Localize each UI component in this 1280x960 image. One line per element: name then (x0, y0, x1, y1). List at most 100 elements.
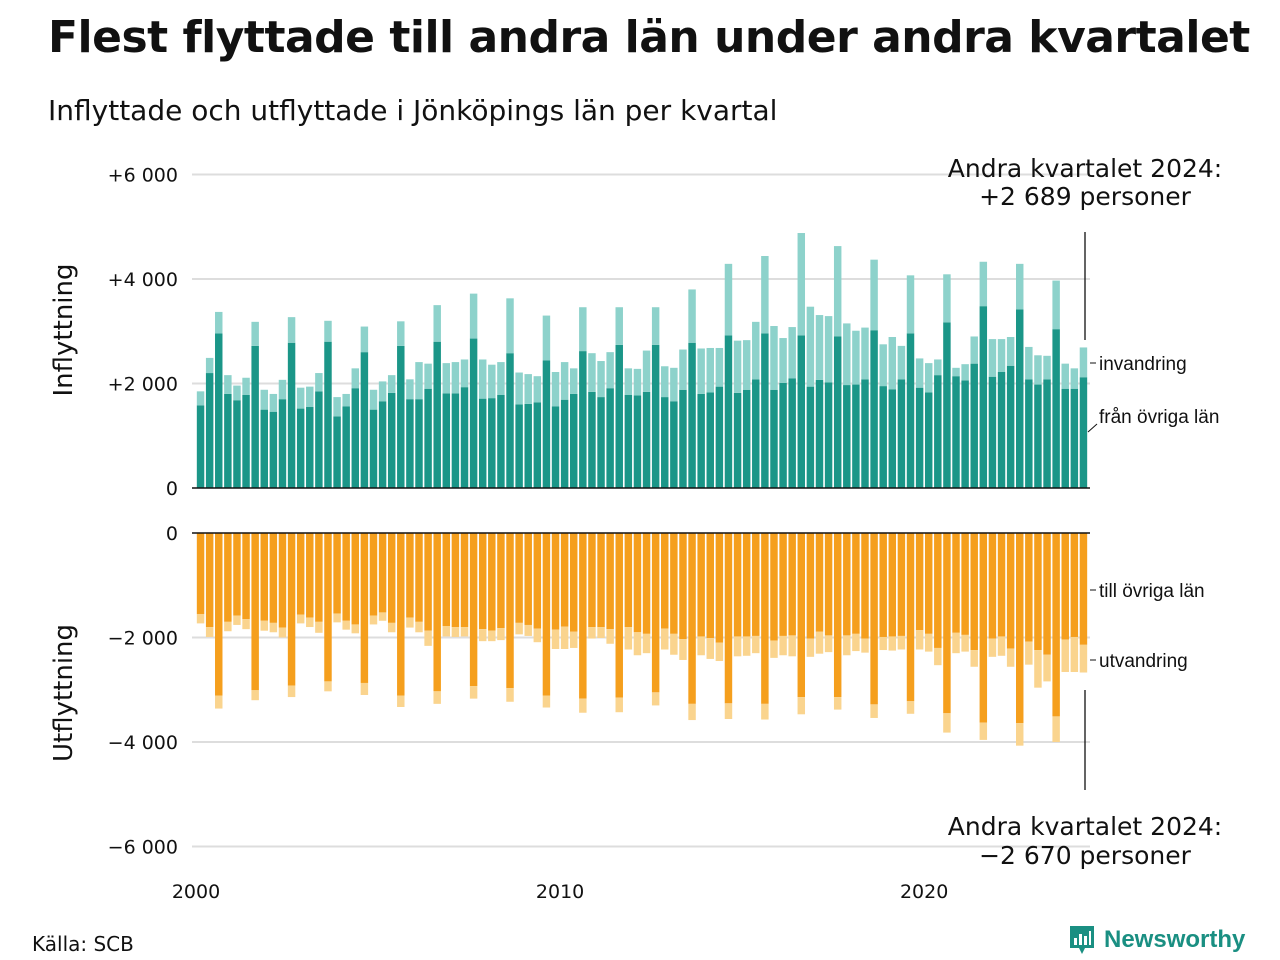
x-tick-label: 2020 (900, 881, 948, 903)
bar-invandring (296, 387, 305, 409)
bar-utvandring (460, 627, 469, 637)
bar-inflyttning-ovriga-lan (524, 403, 532, 488)
newsworthy-icon (1070, 926, 1094, 954)
bar-inflyttning-ovriga-lan (351, 388, 360, 488)
bar-utflyttning-ovriga-lan (406, 533, 414, 618)
bar-utvandring (588, 627, 596, 639)
bar-invandring (724, 263, 733, 336)
bar-invandring (633, 368, 642, 396)
bar-utflyttning-ovriga-lan (442, 533, 451, 626)
bar-utflyttning-ovriga-lan (251, 533, 259, 691)
bar-invandring (815, 315, 824, 380)
bar-invandring (524, 374, 532, 404)
bar-utflyttning-ovriga-lan (515, 533, 523, 623)
source-note: Källa: SCB (32, 932, 134, 956)
bar-utvandring (1016, 723, 1024, 746)
bar-utflyttning-ovriga-lan (615, 533, 623, 698)
bar-inflyttning-ovriga-lan (1061, 388, 1069, 488)
x-tick-label: 2010 (536, 881, 584, 903)
bar-utflyttning-ovriga-lan (506, 533, 514, 689)
bar-invandring (852, 330, 860, 385)
bar-utvandring (752, 635, 760, 654)
bar-invandring (715, 347, 724, 387)
bar-utflyttning-ovriga-lan (424, 533, 432, 631)
top-ytick-label: +2 000 (108, 374, 178, 396)
bar-utflyttning-ovriga-lan (606, 533, 614, 630)
bar-utflyttning-ovriga-lan (397, 533, 405, 696)
bar-utvandring (315, 621, 323, 633)
bar-utflyttning-ovriga-lan (269, 533, 278, 623)
bar-inflyttning-ovriga-lan (551, 406, 560, 488)
bar-invandring (570, 368, 578, 394)
bar-utflyttning-ovriga-lan (215, 533, 223, 696)
bar-utflyttning-ovriga-lan (897, 533, 906, 636)
bar-invandring (497, 362, 505, 395)
bar-utvandring (606, 629, 614, 644)
bar-utflyttning-ovriga-lan (943, 533, 951, 714)
bar-inflyttning-ovriga-lan (533, 402, 542, 488)
bar-utflyttning-ovriga-lan (979, 533, 988, 723)
bar-inflyttning-ovriga-lan (724, 335, 733, 488)
bar-inflyttning-ovriga-lan (715, 386, 724, 488)
bar-inflyttning-ovriga-lan (988, 376, 997, 488)
bar-inflyttning-ovriga-lan (333, 416, 341, 488)
bar-inflyttning-ovriga-lan (779, 382, 787, 488)
bar-utflyttning-ovriga-lan (852, 533, 860, 634)
bar-utflyttning-ovriga-lan (906, 533, 915, 702)
bar-utflyttning-ovriga-lan (633, 533, 642, 633)
bar-utvandring (788, 635, 796, 657)
bar-utvandring (815, 631, 824, 654)
bar-invandring (606, 352, 614, 389)
bar-inflyttning-ovriga-lan (415, 399, 423, 489)
bar-invandring (205, 357, 214, 374)
bar-invandring (342, 393, 350, 407)
bar-inflyttning-ovriga-lan (1052, 329, 1060, 488)
bar-invandring (579, 307, 587, 352)
bar-utvandring (797, 697, 806, 715)
bar-invandring (970, 336, 978, 364)
bottom-ytick-label: −6 000 (108, 837, 178, 859)
bar-utvandring (961, 634, 969, 652)
bar-inflyttning-ovriga-lan (615, 344, 623, 488)
bar-utvandring (615, 697, 623, 713)
chart-title: Flest flyttade till andra län under andr… (48, 12, 1250, 63)
bar-invandring (988, 339, 997, 377)
series-label-utvandring: utvandring (1099, 651, 1188, 672)
bar-inflyttning-ovriga-lan (651, 344, 660, 488)
annotation-top-line1: Andra kvartalet 2024: (948, 154, 1222, 183)
bar-inflyttning-ovriga-lan (424, 388, 432, 488)
bar-utvandring (915, 630, 924, 650)
annotation-bottom-line1: Andra kvartalet 2024: (948, 812, 1222, 841)
bar-utvandring (943, 713, 951, 733)
bar-utflyttning-ovriga-lan (1052, 533, 1060, 717)
bar-inflyttning-ovriga-lan (360, 352, 369, 488)
bar-utvandring (369, 615, 378, 625)
bar-utflyttning-ovriga-lan (815, 533, 824, 632)
bar-utflyttning-ovriga-lan (542, 533, 551, 696)
bar-invandring (315, 373, 323, 392)
bar-utvandring (824, 635, 833, 653)
bar-inflyttning-ovriga-lan (324, 341, 332, 488)
bar-inflyttning-ovriga-lan (642, 391, 651, 488)
bar-utflyttning-ovriga-lan (597, 533, 605, 628)
bottom-y-axis-title: Utflyttning (49, 624, 79, 762)
bar-utvandring (679, 639, 687, 660)
bar-invandring (688, 289, 696, 343)
bar-inflyttning-ovriga-lan (296, 408, 305, 488)
bar-inflyttning-ovriga-lan (560, 399, 569, 488)
bar-utvandring (488, 630, 496, 642)
bar-invandring (888, 337, 897, 390)
bar-utvandring (524, 624, 532, 636)
bar-invandring (752, 321, 760, 380)
bar-inflyttning-ovriga-lan (205, 373, 214, 488)
bar-utflyttning-ovriga-lan (205, 533, 214, 628)
bar-utvandring (843, 635, 851, 656)
bar-invandring (742, 340, 751, 390)
bar-inflyttning-ovriga-lan (624, 395, 633, 488)
bar-inflyttning-ovriga-lan (497, 395, 505, 488)
bar-utvandring (1061, 639, 1069, 672)
bar-utflyttning-ovriga-lan (278, 533, 287, 628)
bar-invandring (451, 362, 460, 394)
bar-utvandring (306, 617, 314, 628)
bar-utflyttning-ovriga-lan (1025, 533, 1033, 642)
